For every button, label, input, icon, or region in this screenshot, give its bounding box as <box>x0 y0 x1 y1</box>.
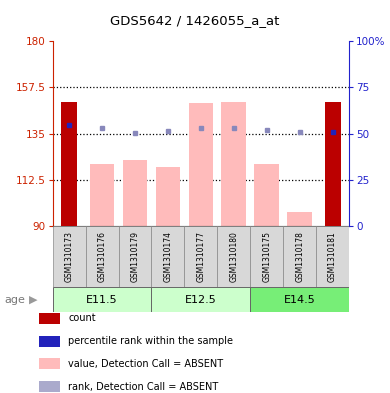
Bar <box>184 226 217 287</box>
Bar <box>254 164 279 226</box>
Text: E12.5: E12.5 <box>185 295 217 305</box>
Text: ▶: ▶ <box>29 295 38 305</box>
Text: rank, Detection Call = ABSENT: rank, Detection Call = ABSENT <box>68 382 218 392</box>
Bar <box>217 226 250 287</box>
Text: GSM1310179: GSM1310179 <box>131 231 140 282</box>
Bar <box>151 226 184 287</box>
Text: GSM1310173: GSM1310173 <box>65 231 74 282</box>
Bar <box>119 226 151 287</box>
Bar <box>53 287 151 312</box>
Text: GSM1310180: GSM1310180 <box>229 231 238 282</box>
Text: age: age <box>4 295 25 305</box>
Bar <box>156 167 180 226</box>
Text: percentile rank within the sample: percentile rank within the sample <box>68 336 233 346</box>
Text: GSM1310174: GSM1310174 <box>163 231 172 282</box>
Bar <box>283 226 316 287</box>
Bar <box>287 211 312 226</box>
Bar <box>53 226 85 287</box>
Bar <box>316 226 349 287</box>
Bar <box>250 226 283 287</box>
Text: GSM1310175: GSM1310175 <box>262 231 271 282</box>
Text: value, Detection Call = ABSENT: value, Detection Call = ABSENT <box>68 359 223 369</box>
Bar <box>122 160 147 226</box>
Bar <box>250 287 349 312</box>
Bar <box>85 226 119 287</box>
Text: count: count <box>68 313 96 323</box>
Text: GSM1310176: GSM1310176 <box>98 231 106 282</box>
Text: GDS5642 / 1426055_a_at: GDS5642 / 1426055_a_at <box>110 14 280 27</box>
Text: GSM1310178: GSM1310178 <box>295 231 304 282</box>
Bar <box>222 102 246 226</box>
Text: GSM1310177: GSM1310177 <box>196 231 206 282</box>
Bar <box>90 164 114 226</box>
Text: GSM1310181: GSM1310181 <box>328 231 337 282</box>
Bar <box>151 287 250 312</box>
Bar <box>61 102 77 226</box>
Text: E11.5: E11.5 <box>86 295 118 305</box>
Bar <box>188 103 213 226</box>
Text: E14.5: E14.5 <box>284 295 316 305</box>
Bar <box>324 102 340 226</box>
